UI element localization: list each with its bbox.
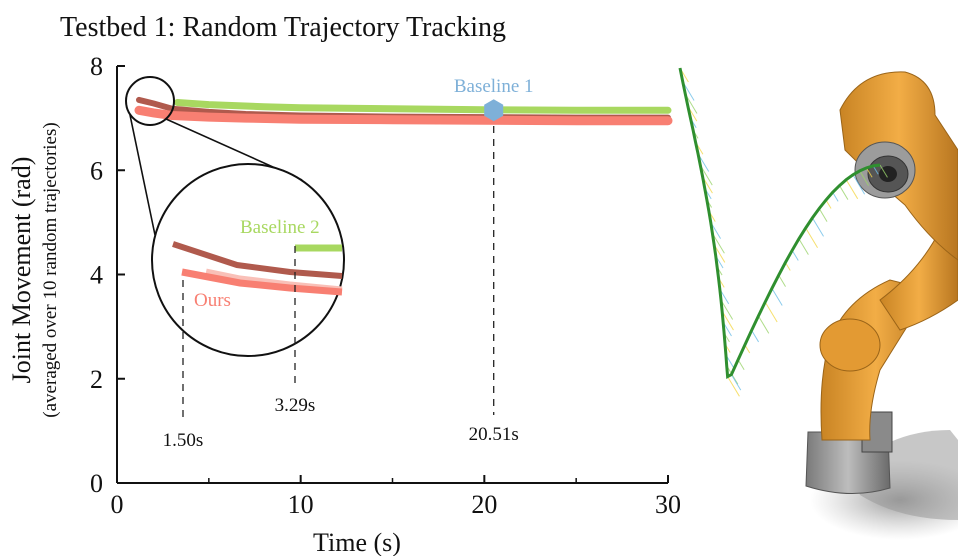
trajectory-tick-27: [727, 376, 740, 397]
x-tick-label-2: 20: [471, 490, 497, 519]
zoom-source-circle: [125, 76, 175, 126]
y-tick-label-3: 6: [90, 156, 103, 185]
series-line-ours: [134, 105, 673, 126]
y-tick-label-2: 4: [90, 261, 103, 290]
y-tick-label-4: 8: [90, 52, 103, 81]
trajectory-tick-44: [839, 185, 849, 200]
trajectory-tick-47: [859, 170, 870, 186]
trajectory-tick-28: [730, 374, 742, 391]
trajectory-tick-33: [764, 301, 778, 323]
trajectory-tick-49: [872, 165, 879, 175]
trajectory-tick-38: [798, 238, 809, 255]
end-effector-trajectory: [678, 67, 888, 397]
inset-line-ours-upper: [172, 241, 343, 279]
trajectory-tick-41: [818, 208, 828, 222]
annotation-label-0: 1.50s: [163, 430, 204, 451]
trajectory-path: [678, 67, 881, 379]
trajectory-tick-42: [825, 199, 832, 209]
zoom-connector-left: [129, 114, 156, 236]
x-axis-title: Time (s): [313, 528, 401, 556]
series-line-baseline-2: [173, 99, 672, 114]
trajectory-tick-21: [721, 310, 734, 331]
y-axis-subtitle: (averaged over 10 random trajectories): [40, 122, 61, 417]
x-tick-label-3: 30: [655, 490, 681, 519]
trajectory-tick-39: [805, 227, 818, 249]
x-tick-label-1: 10: [288, 490, 314, 519]
y-tick-label-0: 0: [90, 469, 103, 498]
annotation-label-2: 20.51s: [469, 424, 519, 445]
trajectory-tick-35: [778, 274, 786, 287]
zoom-circle: [151, 163, 345, 357]
plot-area: Baseline 1: [134, 76, 673, 126]
chart-title: Testbed 1: Random Trajectory Tracking: [60, 12, 506, 43]
trajectory-tick-43: [832, 192, 839, 202]
series-point-baseline-1: [484, 99, 504, 122]
y-tick-label-1: 2: [90, 365, 103, 394]
trajectory-tick-29: [737, 359, 745, 370]
trajectory-tick-40: [812, 217, 824, 237]
annotations: 1.50s 3.29s 20.51s: [163, 126, 519, 451]
inset-line-ours: [181, 268, 343, 296]
inset-label-ours: Ours: [194, 290, 231, 311]
trajectory-tick-34: [771, 288, 783, 306]
trajectory-tick-20: [720, 299, 734, 320]
robot-illustration: [678, 67, 958, 540]
y-axis-label: Joint Movement (rad) (averaged over 10 r…: [7, 122, 61, 417]
y-axis-title: Joint Movement (rad): [7, 157, 36, 384]
annotation-label-1: 3.29s: [275, 395, 316, 416]
trajectory-tick-31: [751, 330, 760, 343]
trajectory-tick-45: [845, 179, 859, 200]
x-tick-label-0: 0: [111, 490, 124, 519]
series-label-baseline-1: Baseline 1: [454, 76, 534, 97]
trajectory-tick-46: [852, 174, 866, 195]
inset-label-baseline-2: Baseline 2: [240, 217, 320, 238]
zoom-inset: Baseline 2 Ours: [125, 76, 345, 357]
trajectory-tick-37: [791, 250, 799, 261]
trajectory-tick-32: [757, 315, 770, 334]
robot-joint-lower: [819, 318, 881, 372]
ticks: 0 10 20 30 0 2 4 6 8: [90, 52, 681, 519]
trajectory-tick-50: [879, 164, 888, 178]
trajectory-tick-48: [866, 167, 873, 178]
